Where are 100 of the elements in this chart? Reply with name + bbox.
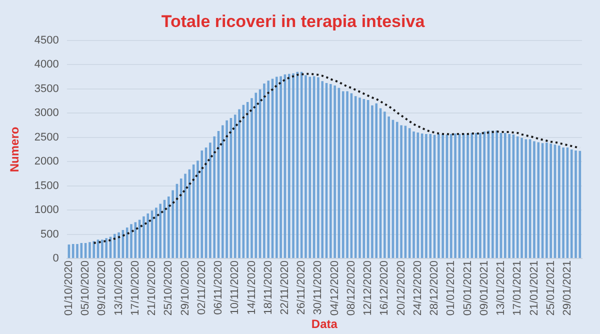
y-tick-label: 0 (52, 252, 59, 265)
bar (483, 132, 486, 258)
bar (425, 134, 428, 258)
x-tick-label: 28/12/2020 (428, 260, 441, 316)
x-tick-label: 02/11/2020 (196, 260, 208, 315)
bar (321, 81, 324, 258)
y-axis-title: Numero (8, 126, 22, 172)
bar (292, 73, 294, 258)
bar (155, 208, 158, 258)
bar (520, 138, 523, 258)
bar (550, 144, 552, 258)
bar (330, 84, 332, 258)
bar (496, 130, 498, 258)
y-tick-label: 1500 (34, 180, 59, 192)
bar (254, 92, 258, 258)
bar (358, 98, 361, 258)
bar (558, 146, 560, 258)
y-tick-label: 2500 (34, 131, 59, 144)
bar (334, 85, 336, 258)
bar (492, 130, 494, 258)
x-tick-label: 18/11/2020 (262, 260, 274, 315)
x-axis-title: Data (311, 317, 338, 332)
bar (263, 84, 266, 258)
x-tick-label: 12/12/2020 (362, 260, 374, 316)
bar (126, 228, 128, 258)
bar (504, 132, 506, 258)
bar (172, 190, 174, 258)
bar (114, 234, 116, 258)
x-tick-label: 16/12/2020 (378, 260, 391, 316)
bar (384, 112, 386, 258)
bar (342, 91, 344, 258)
y-tick-label: 1000 (34, 204, 59, 216)
bar (466, 133, 469, 258)
x-tick-label: 01/10/2020 (62, 260, 75, 316)
x-tick-label: 06/11/2020 (212, 260, 225, 315)
y-tick-label: 500 (40, 228, 59, 240)
bar (438, 134, 440, 258)
x-tick-label: 29/01/2021 (561, 260, 574, 316)
x-tick-label: 13/01/2021 (495, 260, 508, 316)
bar (508, 134, 510, 258)
bar (88, 242, 91, 258)
bar (574, 150, 577, 258)
bar (118, 232, 120, 258)
bar (516, 136, 519, 258)
bar (92, 241, 96, 258)
bar (450, 134, 452, 258)
bar (142, 216, 145, 258)
x-tick-label: 21/01/2021 (528, 260, 540, 316)
bar (130, 224, 132, 258)
y-tick-label: 4500 (34, 34, 59, 46)
bar (267, 80, 270, 258)
x-tick-label: 09/10/2020 (96, 260, 108, 316)
bar (288, 74, 290, 258)
y-tick-label: 2000 (34, 156, 59, 168)
x-tick-label: 13/10/2020 (112, 260, 125, 316)
x-tick-label: 21/10/2020 (146, 260, 158, 316)
bar (280, 76, 282, 258)
bar (537, 142, 540, 258)
x-tick-label: 05/10/2020 (80, 260, 92, 316)
x-tick-label: 30/11/2020 (312, 260, 324, 315)
bar (238, 109, 240, 258)
x-tick-label: 22/11/2020 (279, 260, 291, 315)
x-tick-label: 10/11/2020 (229, 260, 242, 315)
x-tick-label: 01/01/2021 (445, 260, 458, 316)
bar (184, 174, 186, 258)
bar (562, 148, 564, 258)
bar (396, 122, 398, 258)
x-tick-label: 25/10/2020 (162, 260, 175, 316)
bar (546, 142, 548, 258)
bar (479, 132, 482, 258)
x-tick-label: 26/11/2020 (296, 260, 308, 315)
bar (400, 125, 402, 258)
bar (304, 75, 307, 258)
bar (429, 134, 432, 258)
bar (454, 133, 456, 258)
bar (159, 204, 162, 258)
bar (200, 150, 204, 258)
x-tick-label: 05/01/2021 (462, 260, 474, 316)
bar (105, 238, 108, 258)
bar (213, 136, 216, 258)
x-tick-label: 25/01/2021 (544, 260, 557, 316)
bar (375, 103, 378, 258)
x-tick-label: 17/01/2021 (512, 260, 524, 316)
y-tick-label: 4000 (34, 58, 59, 71)
bar (317, 77, 320, 258)
x-tick-label: 20/12/2020 (395, 260, 408, 316)
bar (101, 240, 104, 258)
bar (371, 105, 374, 258)
bar (442, 134, 444, 258)
bar (146, 213, 150, 258)
x-tick-label: 04/12/2020 (328, 260, 341, 316)
y-tick-label: 3000 (34, 107, 59, 120)
bar (226, 120, 228, 258)
chart-title: Totale ricoveri in terapia intesiva (161, 12, 426, 31)
bar (76, 244, 78, 258)
x-tick-label: 17/10/2020 (129, 260, 142, 316)
y-tick-label: 3500 (34, 82, 59, 95)
bar (276, 76, 278, 258)
bar (533, 141, 536, 258)
bar (346, 91, 348, 258)
